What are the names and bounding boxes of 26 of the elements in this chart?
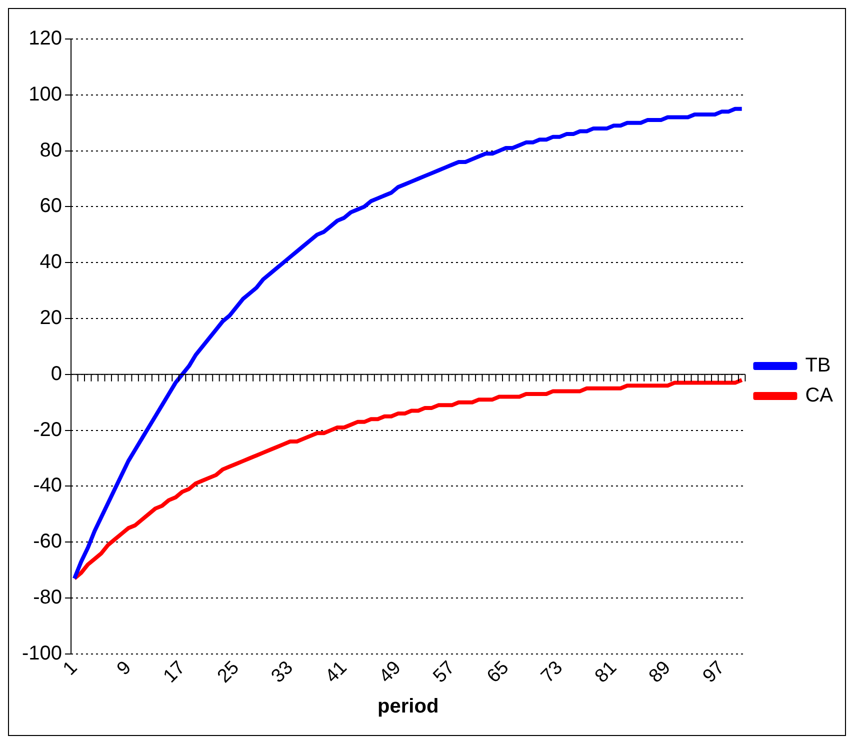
- x-tick-label: 57: [429, 657, 460, 688]
- x-tick-label: 65: [483, 657, 514, 688]
- y-tick-label: -60: [33, 530, 62, 553]
- x-tick-label: 73: [537, 657, 568, 688]
- x-tick-label: 97: [699, 657, 729, 688]
- y-tick-label: 80: [40, 139, 62, 162]
- legend-label: CA: [805, 384, 834, 407]
- x-tick-label: 17: [160, 657, 190, 688]
- y-tick-label: -80: [33, 586, 62, 609]
- x-tick-label: 33: [268, 657, 298, 688]
- y-tick-label: 20: [40, 307, 62, 330]
- y-tick-label: 120: [28, 28, 62, 50]
- x-axis-title: period: [378, 696, 439, 718]
- legend-label: TB: [805, 354, 831, 377]
- x-tick-label: 9: [113, 657, 136, 680]
- x-tick-label: 89: [645, 657, 675, 688]
- y-tick-label: -40: [33, 474, 62, 497]
- x-tick-label: 41: [322, 657, 352, 688]
- y-tick-label: 100: [28, 83, 62, 106]
- x-tick-label: 81: [591, 657, 621, 688]
- x-tick-label: 49: [375, 657, 406, 688]
- y-tick-label: 60: [40, 195, 62, 218]
- x-tick-label: 25: [214, 657, 244, 688]
- y-tick-label: 0: [50, 362, 62, 385]
- y-tick-label: 40: [40, 251, 62, 274]
- y-tick-label: -20: [33, 418, 62, 441]
